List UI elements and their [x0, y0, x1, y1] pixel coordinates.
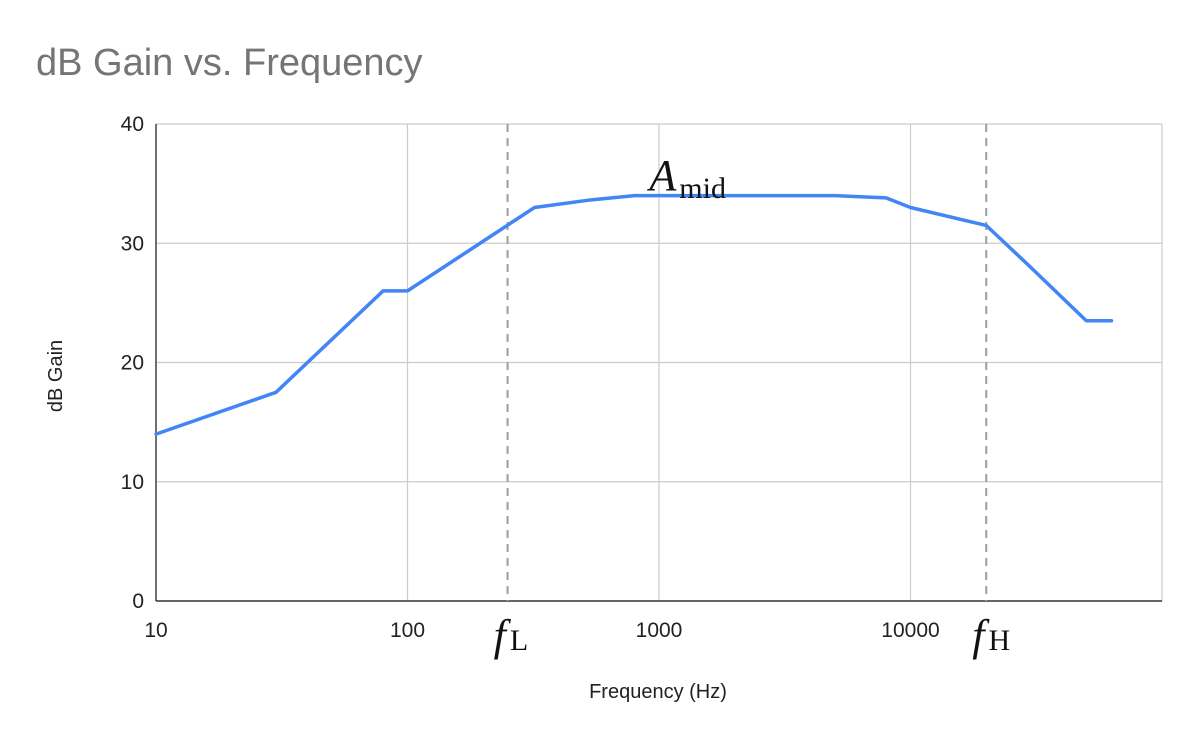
- reference-line-label-sub: H: [988, 624, 1010, 657]
- y-tick-label: 10: [121, 471, 144, 494]
- series-line: [154, 193, 1114, 436]
- series-group: [154, 193, 1114, 436]
- annotation-label-sub: mid: [679, 172, 726, 205]
- y-tick-label: 30: [121, 232, 144, 255]
- x-axis-title: Frequency (Hz): [589, 681, 727, 703]
- x-tick-label: 10000: [881, 619, 939, 642]
- reference-line-label-sub: L: [510, 624, 528, 657]
- y-tick-label: 0: [132, 590, 144, 613]
- x-tick-labels: 10 100 1000 10000: [144, 619, 939, 642]
- y-tick-label: 20: [121, 352, 144, 375]
- grid: [155, 123, 1163, 602]
- annotation-label-main: A: [646, 151, 677, 200]
- y-tick-labels: 0 10 20 30 40: [121, 113, 144, 613]
- x-tick-label: 10: [144, 619, 167, 642]
- chart-title: dB Gain vs. Frequency: [36, 42, 423, 84]
- x-tick-label: 1000: [636, 619, 683, 642]
- y-tick-label: 40: [121, 113, 144, 136]
- x-tick-label: 100: [390, 619, 425, 642]
- y-axis-title: dB Gain: [45, 340, 67, 412]
